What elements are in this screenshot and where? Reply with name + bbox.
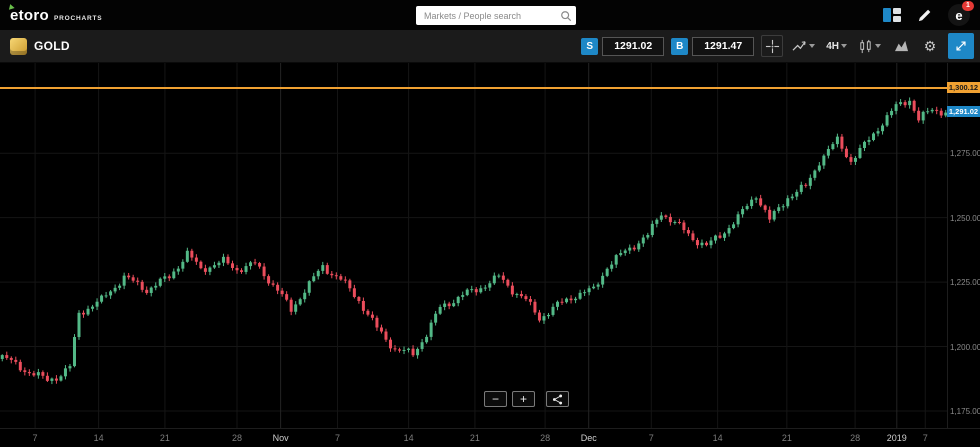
x-axis-label: 7 bbox=[334, 433, 340, 443]
avatar: e 1 bbox=[948, 1, 974, 26]
chart-type-button[interactable] bbox=[856, 35, 883, 57]
price-axis[interactable]: 1,275.00 1,250.00 1,225.00 1,200.00 1,175.00 bbox=[947, 63, 980, 429]
gold-instrument-icon bbox=[10, 37, 27, 55]
x-axis-label: Nov bbox=[272, 433, 289, 443]
chevron-down-icon bbox=[809, 44, 816, 48]
timeframe-button[interactable]: 4H bbox=[824, 35, 849, 57]
x-axis-label: 14 bbox=[403, 433, 414, 443]
y-axis-label: 1,200.00 bbox=[950, 342, 980, 352]
draw-tools-button[interactable] bbox=[917, 8, 932, 23]
settings-button[interactable]: ⚙ bbox=[919, 35, 941, 57]
price-line-tag: 1,300.12 bbox=[947, 82, 980, 94]
buy-price[interactable]: 1291.47 bbox=[692, 36, 755, 56]
zoom-in-button[interactable]: + bbox=[512, 391, 535, 407]
x-axis-label: 2019 bbox=[886, 433, 907, 443]
candlestick-icon bbox=[858, 39, 873, 54]
pencil-icon bbox=[917, 8, 932, 23]
top-navigation-bar: etoro PROCHARTS e 1 bbox=[0, 0, 980, 30]
search-input[interactable] bbox=[422, 9, 560, 22]
etoro-logo[interactable]: etoro PROCHARTS bbox=[7, 2, 103, 23]
layout-grid-icon bbox=[883, 8, 901, 22]
candlestick-chart[interactable] bbox=[0, 63, 948, 429]
chevron-down-icon bbox=[841, 44, 847, 48]
y-axis-label: 1,250.00 bbox=[950, 213, 980, 223]
x-axis-label: 7 bbox=[32, 433, 38, 443]
x-axis-label: 28 bbox=[540, 433, 551, 443]
zoom-controls: − + bbox=[484, 391, 569, 407]
search-icon bbox=[560, 10, 572, 22]
x-axis-label: Dec bbox=[580, 433, 597, 443]
y-axis-label: 1,275.00 bbox=[950, 149, 980, 159]
etoro-bull-icon bbox=[7, 2, 15, 10]
x-axis-label: 21 bbox=[469, 433, 480, 443]
avatar-letter: e bbox=[955, 7, 963, 23]
x-axis-label: 28 bbox=[231, 433, 243, 443]
sell-price[interactable]: 1291.02 bbox=[602, 36, 665, 56]
x-axis-label: 7 bbox=[648, 433, 654, 443]
instrument-toolbar: GOLD S 1291.02 B 1291.47 4H bbox=[0, 30, 980, 63]
current-price-tag: 1,291.02 bbox=[947, 105, 980, 117]
notification-badge: 1 bbox=[962, 1, 974, 11]
time-axis[interactable]: 7 14 21 28 Nov 7 14 21 28 Dec 7 14 21 28 2019 7 bbox=[0, 428, 980, 447]
buy-button[interactable]: B bbox=[671, 37, 689, 55]
y-axis-label: 1,175.00 bbox=[950, 406, 980, 416]
share-button[interactable] bbox=[546, 391, 569, 407]
x-axis-label: 7 bbox=[922, 433, 928, 443]
expand-icon bbox=[954, 39, 968, 53]
crosshair-icon bbox=[765, 39, 780, 54]
instrument-header[interactable]: GOLD bbox=[10, 37, 70, 55]
gear-icon: ⚙ bbox=[923, 38, 937, 54]
chevron-down-icon bbox=[875, 44, 881, 48]
area-chart-icon bbox=[894, 39, 909, 53]
layout-grid-button[interactable] bbox=[883, 8, 901, 22]
x-axis-label: 28 bbox=[850, 433, 861, 443]
y-axis-label: 1,225.00 bbox=[950, 278, 980, 288]
account-avatar-button[interactable]: e 1 bbox=[948, 1, 974, 26]
instrument-name: GOLD bbox=[34, 39, 70, 53]
x-axis-label: 21 bbox=[159, 433, 170, 443]
crosshair-tool-button[interactable] bbox=[761, 35, 784, 57]
x-axis-label: 21 bbox=[781, 433, 792, 443]
price-alert-line[interactable] bbox=[0, 87, 980, 90]
timeframe-label: 4H bbox=[826, 40, 839, 52]
zoom-out-button[interactable]: − bbox=[484, 391, 507, 407]
x-axis-label: 14 bbox=[712, 433, 723, 443]
sell-button[interactable]: S bbox=[581, 37, 599, 55]
x-axis-label: 14 bbox=[93, 433, 104, 443]
trend-line-icon bbox=[792, 39, 807, 53]
indicators-button[interactable] bbox=[890, 35, 912, 57]
procharts-label: PROCHARTS bbox=[54, 14, 103, 22]
etoro-logo-text: etoro bbox=[7, 2, 49, 23]
fullscreen-button[interactable] bbox=[948, 33, 974, 59]
share-icon bbox=[552, 394, 563, 405]
chart-area: 1,275.00 1,250.00 1,225.00 1,200.00 1,175.00… bbox=[0, 63, 980, 447]
search-box[interactable] bbox=[416, 6, 576, 25]
trend-line-tool-button[interactable] bbox=[790, 35, 817, 57]
